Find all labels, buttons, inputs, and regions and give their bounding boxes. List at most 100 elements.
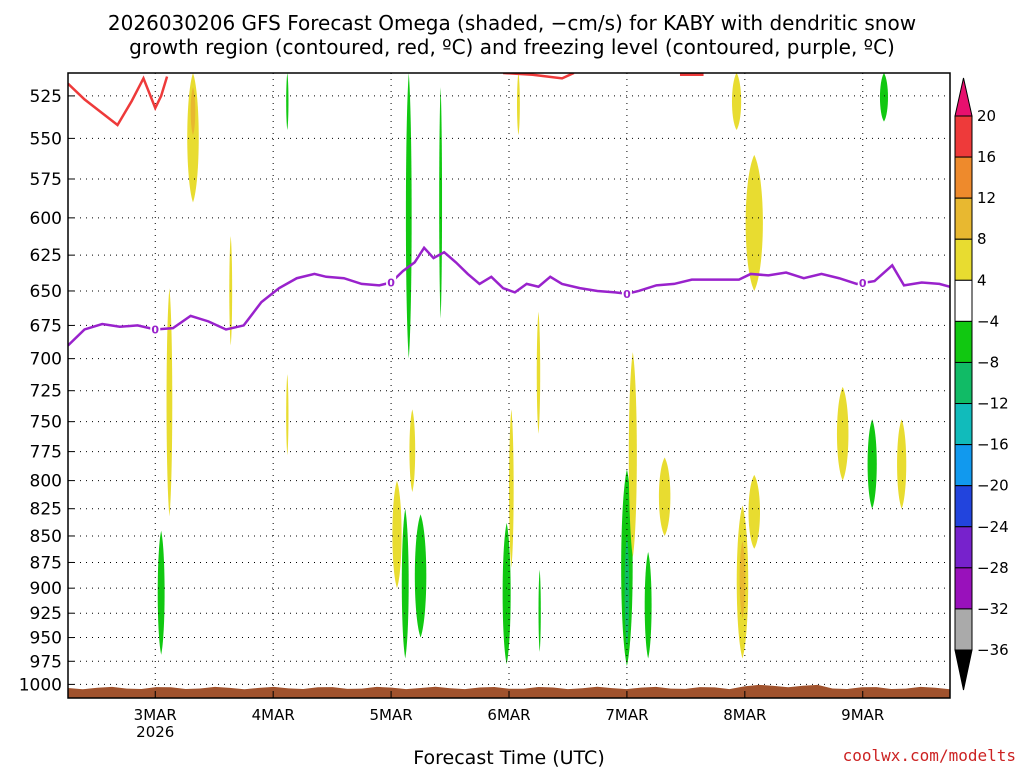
- colorbar-bin-13: [954, 608, 973, 651]
- y-tick-label-525: 525: [30, 87, 62, 107]
- colorbar-tick-label-10: −24: [977, 518, 1009, 536]
- x-tick-label-5: 8MAR: [723, 706, 766, 724]
- colorbar-bin-12: [954, 567, 973, 610]
- colorbar-bin-8: [954, 403, 973, 446]
- chart-title-line-1: 2026030206 GFS Forecast Omega (shaded, −…: [108, 11, 916, 35]
- chart-title: 2026030206 GFS Forecast Omega (shaded, −…: [108, 11, 916, 59]
- colorbar-bin-7: [954, 361, 973, 405]
- y-tick-label-700: 700: [30, 350, 62, 370]
- y-tick-label-575: 575: [30, 170, 62, 190]
- x-tick-label-3: 6MAR: [487, 706, 530, 724]
- omega-region-30: [897, 419, 907, 509]
- colorbar-bin-10: [954, 485, 973, 528]
- freezing-level-label-0: 0: [151, 323, 159, 336]
- omega-region-23: [731, 73, 742, 131]
- colorbar-tick-label-2: 12: [977, 189, 996, 207]
- credit-text: coolwx.com/modelts: [843, 746, 1016, 765]
- chart-title-line-2: growth region (contoured, red, ºC) and f…: [129, 35, 895, 59]
- colorbar-tick-label-4: 4: [977, 271, 987, 289]
- colorbar-bin-4: [954, 238, 973, 281]
- freezing-label-bg-0: [150, 322, 161, 336]
- colorbar-bin-5: [954, 279, 973, 322]
- omega-region-19: [624, 535, 630, 648]
- x-tick-label-2: 5MAR: [369, 706, 412, 724]
- omega-region-15: [516, 73, 520, 136]
- omega-region-10: [405, 73, 412, 359]
- x-tick-label-4: 7MAR: [605, 706, 648, 724]
- y-tick-label-550: 550: [30, 129, 62, 149]
- colorbar-tick-label-0: 20: [977, 107, 996, 125]
- omega-region-7: [392, 480, 402, 589]
- y-tick-label-825: 825: [30, 500, 62, 520]
- omega-region-31: [879, 73, 888, 122]
- x-tick-label-1: 4MAR: [252, 706, 295, 724]
- omega-region-9: [414, 514, 427, 638]
- plot-axes: 525 550 575 600 625 650 675 700 725 750 775 800 825 8…: [19, 72, 951, 741]
- y-tick-label-750: 750: [30, 413, 62, 433]
- colorbar-bin-3: [954, 197, 973, 240]
- freezing-level-line: [68, 245, 950, 347]
- freezing-level-label-3: 0: [859, 277, 867, 290]
- omega-region-3: [190, 87, 196, 136]
- omega-region-26: [739, 541, 746, 619]
- colorbar-tick-label-8: −16: [977, 436, 1009, 454]
- omega-region-0: [157, 530, 165, 655]
- y-tick-label-875: 875: [30, 553, 62, 573]
- freezing-level-label-2: 0: [623, 288, 631, 301]
- colorbar-bin-6: [954, 320, 973, 363]
- y-tick-label-800: 800: [30, 472, 62, 492]
- y-tick-label-975: 975: [30, 652, 62, 672]
- omega-region-12: [439, 87, 443, 319]
- colorbar-tick-label-5: −4: [977, 312, 999, 330]
- colorbar-bin-9: [954, 444, 973, 487]
- omega-region-29: [867, 419, 877, 509]
- omega-region-20: [628, 352, 637, 558]
- y-tick-label-950: 950: [30, 629, 62, 649]
- omega-region-2: [187, 73, 199, 203]
- x-tick-label-0: 3MAR: [134, 706, 177, 724]
- colorbar-bin-11: [954, 526, 973, 569]
- freezing-label-bg-2: [621, 286, 632, 300]
- omega-region-11: [409, 409, 416, 492]
- colorbar-tick-label-12: −32: [977, 600, 1009, 618]
- colorbar-tick-label-9: −20: [977, 477, 1009, 495]
- freezing-label-bg-1: [386, 275, 397, 289]
- y-tick-label-625: 625: [30, 246, 62, 266]
- omega-region-13: [502, 522, 511, 665]
- colorbar-bin-1: [954, 115, 973, 158]
- contour-lines: 0 0 0 0: [68, 73, 950, 347]
- colorbar-bin-2: [954, 156, 973, 199]
- omega-region-8: [401, 508, 409, 659]
- x-axis-title: Forecast Time (UTC): [413, 747, 604, 768]
- colorbar-tick-label-1: 16: [977, 148, 996, 166]
- omega-region-5: [286, 374, 289, 456]
- y-tick-label-850: 850: [30, 527, 62, 547]
- y-tick-label-600: 600: [30, 209, 62, 229]
- dgz-contour-1: [503, 73, 575, 80]
- omega-region-14: [509, 409, 514, 568]
- y-tick-label-650: 650: [30, 282, 62, 302]
- y-tick-label-775: 775: [30, 443, 62, 463]
- x-tick-sublabel-0: 2026: [136, 723, 174, 741]
- grid-lines: [68, 73, 950, 698]
- omega-region-21: [644, 551, 652, 659]
- omega-region-28: [836, 386, 849, 481]
- omega-region-22: [658, 457, 671, 536]
- colorbar-tick-label-7: −12: [977, 395, 1009, 413]
- omega-region-6: [286, 73, 289, 131]
- omega-region-27: [748, 474, 761, 549]
- colorbar-tick-label-3: 8: [977, 230, 987, 248]
- colorbar: 20 16 12 8 4 −4 −8 −12 −16 −20 −24 −28 −32 −36: [954, 77, 1009, 691]
- y-tick-label-675: 675: [30, 316, 62, 336]
- freezing-label-bg-3: [857, 275, 868, 289]
- omega-region-16: [536, 311, 541, 434]
- omega-region-24: [745, 154, 763, 291]
- y-tick-label-1000: 1000: [19, 675, 62, 695]
- omega-region-17: [538, 569, 541, 652]
- freezing-level-label-1: 0: [387, 276, 395, 289]
- colorbar-tick-label-13: −36: [977, 641, 1009, 659]
- y-tick-label-925: 925: [30, 604, 62, 624]
- colorbar-tick-label-6: −8: [977, 353, 999, 371]
- omega-region-1: [166, 288, 173, 517]
